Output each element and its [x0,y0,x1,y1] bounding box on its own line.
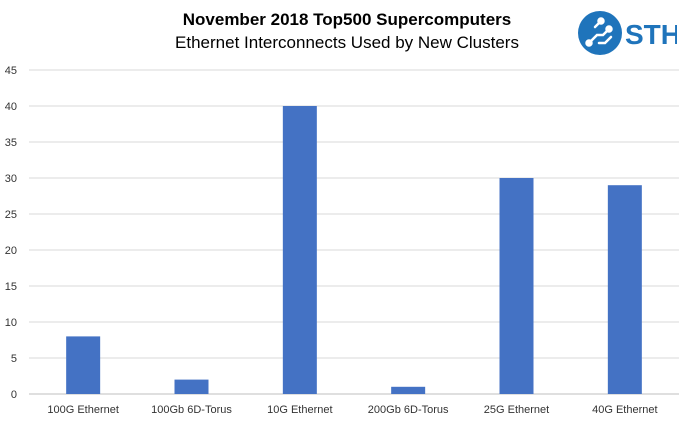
bar [499,178,534,394]
y-tick-label: 25 [5,209,17,221]
y-axis-ticks: 0 5 10 15 20 25 30 35 40 45 [5,65,17,401]
y-tick-label: 15 [5,281,17,293]
x-tick-label: 25G Ethernet [484,404,549,416]
bar [282,106,317,394]
y-tick-label: 20 [5,245,17,257]
y-tick-label: 5 [11,353,17,365]
gridlines [29,69,679,395]
sth-logo: STH [577,10,681,56]
logo-text: STH [625,19,677,50]
bar [66,336,101,394]
x-tick-label: 40G Ethernet [592,404,657,416]
x-axis-ticks: 100G Ethernet 100Gb 6D-Torus 10G Ethernet 2… [47,404,657,416]
y-tick-label: 0 [11,389,17,401]
y-tick-label: 40 [5,101,17,113]
bar [174,379,209,394]
x-tick-label: 100G Ethernet [47,404,119,416]
x-tick-label: 200Gb 6D-Torus [368,404,449,416]
y-tick-label: 30 [5,173,17,185]
chart-title: November 2018 Top500 Supercomputers [182,10,512,29]
x-tick-label: 100Gb 6D-Torus [151,404,232,416]
bar [391,386,426,394]
y-tick-label: 45 [5,65,17,77]
y-tick-label: 10 [5,317,17,329]
chart-subtitle: Ethernet Interconnects Used by New Clust… [175,33,519,52]
bar [607,185,642,394]
bars [66,106,642,394]
y-tick-label: 35 [5,137,17,149]
x-tick-label: 10G Ethernet [267,404,332,416]
